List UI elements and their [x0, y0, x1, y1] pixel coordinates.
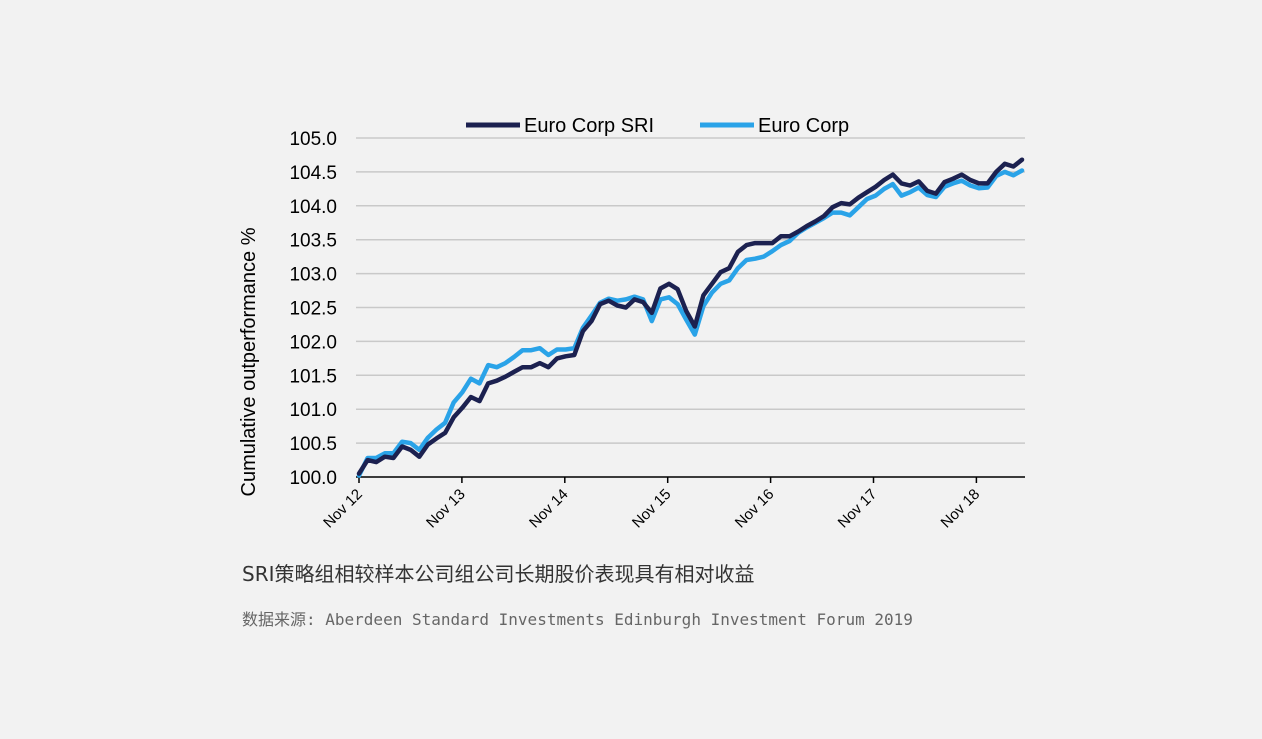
- legend-label: Euro Corp: [758, 115, 849, 137]
- x-axis-ticks: Nov 12 Nov 13 Nov 14 Nov 15 Nov 16 Nov 17 Nov …: [320, 477, 983, 531]
- y-tick-label: 102.5: [289, 299, 337, 320]
- legend: Euro Corp SRI Euro Corp: [466, 115, 849, 137]
- y-tick-label: 102.0: [289, 332, 337, 353]
- x-tick-label: Nov 15: [629, 486, 675, 532]
- line-chart: 100.0 100.5 101.0 101.5 102.0 102.5 103.0 103.5…: [238, 115, 1025, 531]
- gridlines: [356, 137, 1025, 444]
- chart-caption: SRI策略组相较样本公司组公司长期股价表现具有相对收益: [242, 562, 755, 586]
- y-tick-label: 101.0: [289, 400, 337, 421]
- series-lines: [356, 157, 1025, 478]
- source-note: 数据来源: Aberdeen Standard Investments Edin…: [242, 610, 913, 629]
- series-line: [356, 168, 1025, 478]
- legend-label: Euro Corp SRI: [524, 115, 654, 137]
- y-axis-label: Cumulative outperformance %: [238, 227, 260, 496]
- series-line: [356, 157, 1025, 476]
- y-axis-ticks: 100.0 100.5 101.0 101.5 102.0 102.5 103.0 103.5…: [289, 129, 337, 489]
- y-tick-label: 100.0: [289, 468, 337, 489]
- x-tick-label: Nov 12: [320, 486, 366, 532]
- x-tick-label: Nov 18: [938, 486, 984, 532]
- y-tick-label: 103.0: [289, 265, 337, 286]
- x-tick-label: Nov 13: [423, 486, 469, 532]
- chart-figure: 100.0 100.5 101.0 101.5 102.0 102.5 103.0 103.5…: [238, 115, 1025, 531]
- y-tick-label: 100.5: [289, 434, 337, 455]
- x-tick-label: Nov 17: [835, 486, 881, 532]
- y-tick-label: 103.5: [289, 231, 337, 252]
- y-tick-label: 105.0: [289, 129, 337, 150]
- x-tick-label: Nov 14: [526, 486, 572, 532]
- y-tick-label: 104.0: [289, 197, 337, 218]
- y-tick-label: 101.5: [289, 366, 337, 387]
- y-tick-label: 104.5: [289, 163, 337, 184]
- x-tick-label: Nov 16: [732, 486, 778, 532]
